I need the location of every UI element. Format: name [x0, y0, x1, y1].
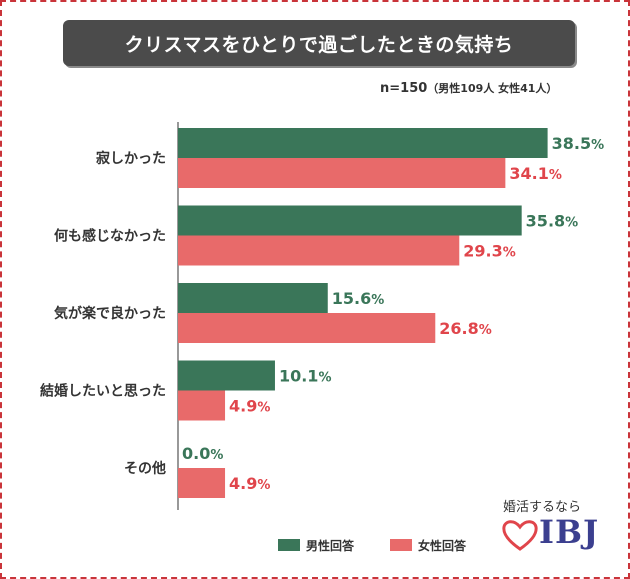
category-label: 気が楽で良かった	[54, 305, 166, 322]
bar-female	[178, 158, 506, 188]
bar-female	[178, 235, 460, 266]
legend-swatch-male	[278, 539, 300, 551]
data-label-female: 26.8%	[439, 319, 492, 338]
legend-item-female: 女性回答	[390, 537, 466, 554]
sample-size-detail: （男性109人 女性41人）	[427, 82, 558, 95]
data-label-male: 10.1%	[279, 367, 332, 386]
chart-title-text: クリスマスをひとりで過ごしたときの気持ち	[124, 33, 514, 56]
bar-male	[178, 283, 328, 313]
category-label: 寂しかった	[96, 150, 166, 167]
legend-label-male: 男性回答	[306, 538, 355, 553]
legend-item-male: 男性回答	[278, 537, 354, 554]
bar-male	[178, 360, 275, 391]
sample-size-main: n=150	[380, 81, 428, 96]
category-label: その他	[124, 460, 166, 477]
data-label-female: 29.3%	[463, 242, 516, 261]
legend: 男性回答 女性回答	[278, 535, 502, 555]
data-label-male: 38.5%	[552, 134, 605, 153]
data-label-male: 35.8%	[526, 212, 579, 231]
data-label-male: 0.0%	[182, 444, 223, 463]
bar-male	[178, 128, 548, 158]
sample-size: n=150（男性109人 女性41人）	[380, 80, 557, 96]
bar-female	[178, 468, 226, 498]
category-label: 結婚したいと思った	[40, 383, 166, 400]
bar-male	[178, 205, 522, 236]
legend-swatch-female	[390, 539, 413, 551]
legend-label-female: 女性回答	[418, 538, 467, 553]
category-label: 何も感じなかった	[54, 228, 166, 245]
chart-title: クリスマスをひとりで過ごしたときの気持ち	[63, 20, 575, 66]
data-label-female: 34.1%	[509, 164, 562, 183]
brand-logo: IBJ	[539, 513, 600, 551]
bar-female	[178, 313, 436, 343]
bar-female	[178, 390, 226, 421]
data-label-male: 15.6%	[332, 289, 385, 308]
brand-block: 婚活するなら IBJ	[495, 496, 615, 571]
brand-tagline: 婚活するなら	[503, 500, 582, 515]
heart-icon	[502, 520, 538, 551]
data-label-female: 4.9%	[229, 474, 270, 493]
data-label-female: 4.9%	[229, 397, 270, 416]
